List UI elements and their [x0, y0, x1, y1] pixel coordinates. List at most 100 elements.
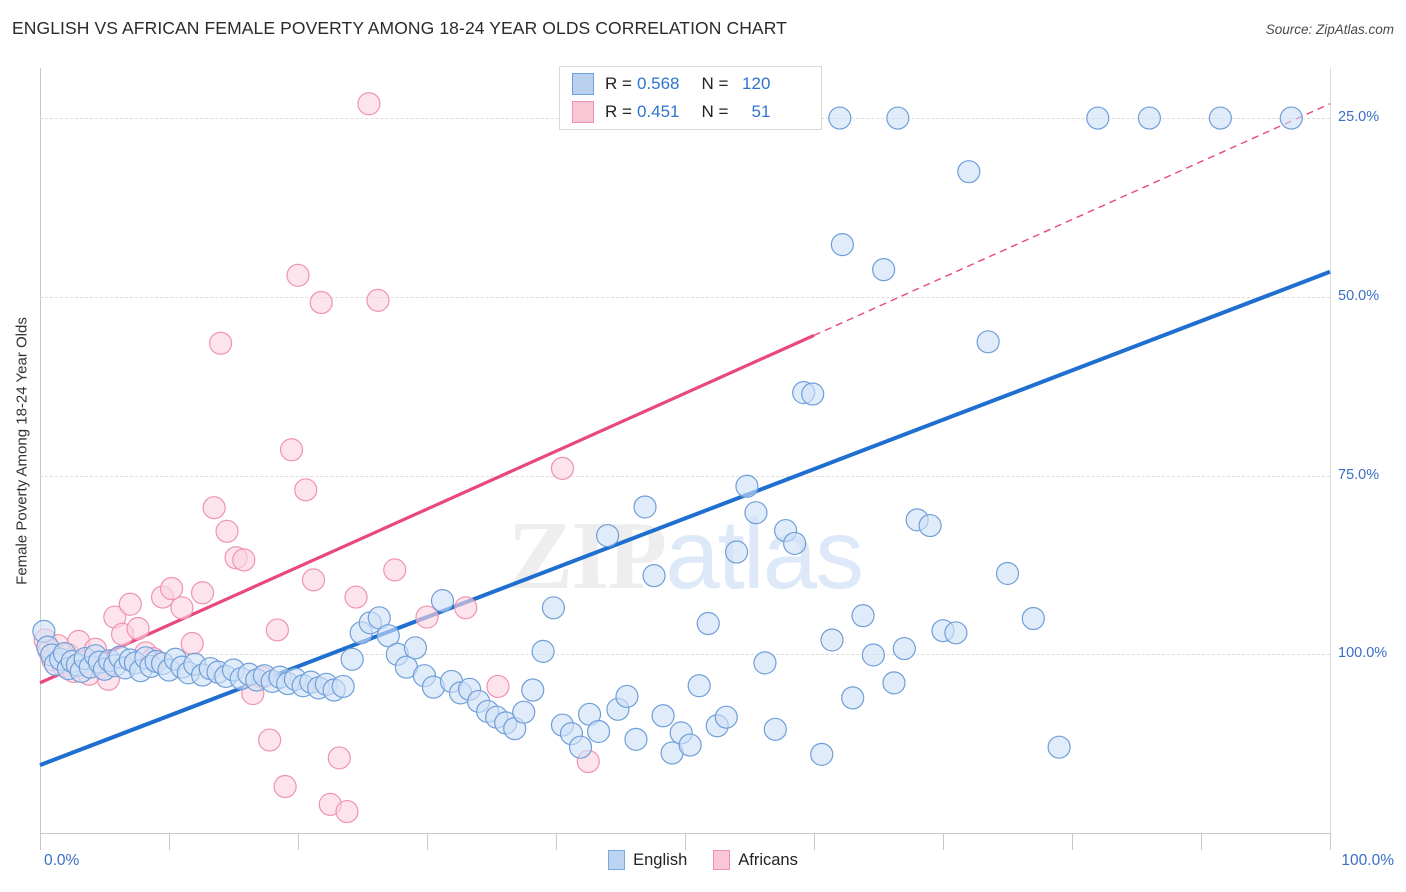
- data-point[interactable]: [568, 735, 593, 759]
- data-point[interactable]: [550, 456, 575, 480]
- data-point[interactable]: [783, 531, 807, 556]
- data-point[interactable]: [258, 728, 282, 752]
- data-point[interactable]: [340, 647, 364, 671]
- data-point[interactable]: [344, 585, 368, 609]
- x-tick: [40, 833, 41, 850]
- data-point[interactable]: [486, 674, 510, 699]
- data-point[interactable]: [301, 568, 326, 592]
- data-point[interactable]: [190, 581, 215, 605]
- data-point[interactable]: [586, 719, 611, 744]
- data-point[interactable]: [159, 576, 184, 601]
- data-point[interactable]: [976, 330, 1000, 354]
- data-point[interactable]: [118, 592, 142, 616]
- data-point[interactable]: [753, 651, 777, 675]
- y-tick-label: 75.0%: [1338, 466, 1380, 483]
- legend-item-english[interactable]: English: [608, 850, 687, 870]
- data-point[interactable]: [1047, 735, 1071, 759]
- trend-line: [39, 269, 1331, 767]
- data-point[interactable]: [286, 263, 310, 287]
- data-point[interactable]: [830, 232, 854, 257]
- data-point[interactable]: [357, 92, 381, 116]
- data-point[interactable]: [126, 616, 150, 641]
- data-point[interactable]: [512, 700, 536, 724]
- data-point[interactable]: [744, 501, 768, 525]
- data-point[interactable]: [430, 589, 455, 613]
- y-tick-label: 50.0%: [1338, 287, 1380, 304]
- data-point[interactable]: [331, 674, 355, 699]
- data-point[interactable]: [651, 704, 675, 728]
- data-point[interactable]: [180, 631, 204, 656]
- data-point[interactable]: [828, 106, 852, 130]
- data-point[interactable]: [335, 799, 359, 824]
- data-point[interactable]: [403, 636, 427, 660]
- data-point[interactable]: [454, 596, 478, 620]
- data-point[interactable]: [327, 746, 351, 770]
- data-point[interactable]: [215, 519, 239, 543]
- africans-n-value: 51: [751, 102, 771, 121]
- legend-item-africans[interactable]: Africans: [713, 850, 798, 870]
- data-point[interactable]: [294, 478, 318, 502]
- data-point[interactable]: [801, 382, 825, 406]
- data-point[interactable]: [366, 288, 390, 312]
- data-point[interactable]: [957, 160, 981, 184]
- data-point[interactable]: [209, 331, 233, 355]
- english-swatch-icon: [572, 73, 594, 95]
- data-point[interactable]: [309, 290, 333, 315]
- africans-legend-label: Africans: [738, 850, 798, 869]
- data-point[interactable]: [1279, 106, 1303, 130]
- data-point[interactable]: [687, 674, 711, 698]
- data-point[interactable]: [872, 258, 896, 282]
- data-point[interactable]: [521, 678, 545, 702]
- data-point[interactable]: [170, 596, 194, 620]
- data-point[interactable]: [642, 564, 666, 588]
- series-legend: English Africans: [0, 850, 1406, 870]
- data-point[interactable]: [763, 717, 787, 741]
- gridline: [40, 654, 1330, 656]
- x-tick: [169, 833, 170, 850]
- data-point[interactable]: [376, 624, 400, 648]
- data-point[interactable]: [1086, 106, 1110, 130]
- data-point[interactable]: [415, 605, 439, 629]
- data-point[interactable]: [861, 643, 885, 667]
- data-point[interactable]: [735, 474, 759, 498]
- x-tick: [556, 833, 557, 850]
- data-point[interactable]: [886, 106, 910, 130]
- data-point[interactable]: [1137, 106, 1162, 130]
- data-point[interactable]: [892, 636, 916, 661]
- data-point[interactable]: [1021, 606, 1045, 631]
- x-tick: [685, 833, 686, 850]
- data-point[interactable]: [918, 513, 942, 538]
- data-point[interactable]: [202, 496, 226, 520]
- english-n-label: N =: [701, 74, 729, 93]
- data-point[interactable]: [615, 684, 639, 709]
- data-point[interactable]: [724, 540, 749, 564]
- data-point[interactable]: [633, 495, 657, 519]
- data-point[interactable]: [714, 705, 738, 729]
- data-point[interactable]: [1208, 106, 1232, 130]
- data-point[interactable]: [841, 686, 865, 710]
- page-title: ENGLISH VS AFRICAN FEMALE POVERTY AMONG …: [12, 18, 787, 38]
- y-tick-label: 25.0%: [1338, 109, 1380, 126]
- data-point[interactable]: [944, 621, 968, 645]
- data-point[interactable]: [624, 727, 648, 751]
- data-point[interactable]: [595, 523, 620, 548]
- data-point[interactable]: [995, 561, 1020, 586]
- x-tick: [1072, 833, 1073, 850]
- data-point[interactable]: [383, 558, 407, 582]
- data-point[interactable]: [820, 628, 844, 652]
- data-point[interactable]: [696, 611, 720, 636]
- data-point[interactable]: [678, 733, 702, 757]
- data-point[interactable]: [265, 618, 289, 642]
- data-point[interactable]: [273, 774, 297, 799]
- africans-n-label: N =: [701, 102, 729, 121]
- data-point[interactable]: [810, 742, 834, 766]
- x-tick: [1201, 833, 1202, 850]
- data-point[interactable]: [541, 596, 566, 620]
- y-axis-title-wrap: Female Poverty Among 18-24 Year Olds: [14, 68, 31, 833]
- data-point[interactable]: [882, 671, 906, 695]
- data-point[interactable]: [279, 438, 304, 462]
- data-point[interactable]: [851, 604, 875, 628]
- data-point[interactable]: [531, 639, 555, 664]
- data-point[interactable]: [232, 548, 256, 572]
